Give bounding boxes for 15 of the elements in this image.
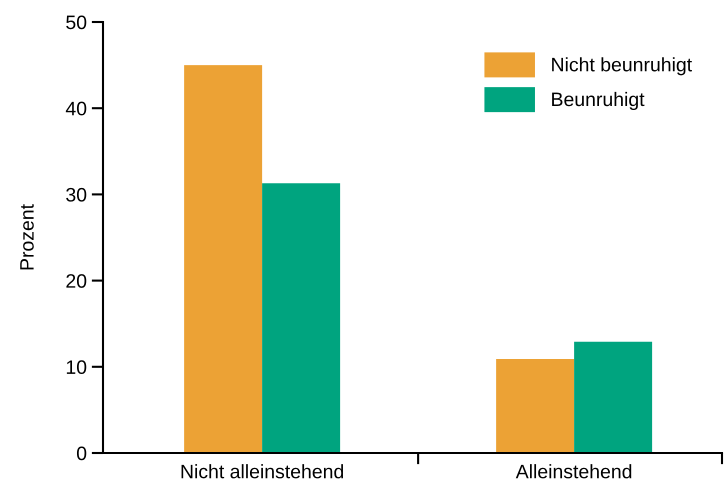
bar <box>496 359 574 453</box>
y-tick-label: 10 <box>66 360 86 374</box>
y-tick-label: 40 <box>66 102 86 116</box>
y-tick-label: 0 <box>76 446 86 460</box>
legend-label: Beunruhigt <box>552 92 644 110</box>
bar <box>574 342 652 453</box>
y-axis-title: Prozent <box>20 204 34 270</box>
bar <box>262 183 340 453</box>
y-tick-label: 20 <box>66 274 86 288</box>
y-tick-label: 30 <box>66 188 86 202</box>
x-tick-label: Nicht alleinstehend <box>182 464 344 478</box>
y-tick-label: 50 <box>66 15 86 30</box>
x-tick-label: Alleinstehend <box>516 464 632 478</box>
legend-label: Nicht beunruhigt <box>552 57 692 76</box>
bar <box>184 65 262 453</box>
